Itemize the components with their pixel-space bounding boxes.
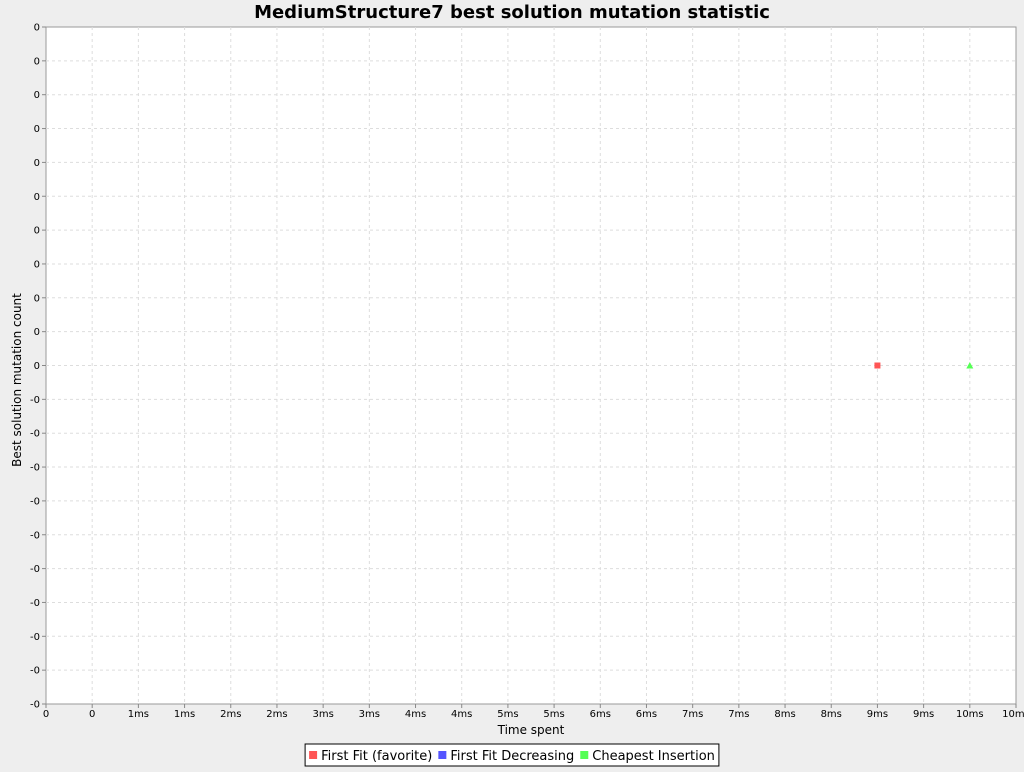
x-tick-label: 8ms: [821, 709, 842, 720]
x-axis-label: Time spent: [497, 723, 565, 737]
y-tick-label: -0: [30, 632, 40, 643]
y-tick-label: -0: [30, 395, 40, 406]
y-tick-label: 0: [34, 327, 40, 338]
y-tick-label: 0: [34, 361, 40, 372]
y-tick-label: -0: [30, 463, 40, 474]
data-point-series-2: [966, 362, 974, 369]
y-tick-label: -0: [30, 429, 40, 440]
legend-label: Cheapest Insertion: [592, 749, 715, 764]
y-tick-label: 0: [34, 226, 40, 237]
grid-lines: [46, 27, 1016, 704]
x-tick-label: 9ms: [913, 709, 934, 720]
y-tick-label: 0: [34, 23, 40, 34]
y-tick-label: -0: [30, 496, 40, 507]
x-tick-label: 7ms: [728, 709, 749, 720]
legend-swatch: [309, 751, 318, 759]
x-tick-label: 3ms: [312, 709, 333, 720]
x-tick-label: 2ms: [220, 709, 241, 720]
legend-swatch: [438, 751, 447, 759]
x-tick-label: 0: [89, 709, 95, 720]
chart-title: MediumStructure7 best solution mutation …: [254, 2, 770, 23]
y-axis-label: Best solution mutation count: [10, 293, 24, 467]
data-point-series-0: [874, 362, 881, 369]
x-tick-label: 0: [43, 709, 49, 720]
x-tick-label: 2ms: [266, 709, 287, 720]
x-tick-label: 1ms: [174, 709, 195, 720]
y-tick-label: -0: [30, 700, 40, 711]
x-tick-label: 9ms: [867, 709, 888, 720]
x-tick-label: 10ms: [956, 709, 984, 720]
y-tick-label: -0: [30, 530, 40, 541]
y-tick-label: 0: [34, 293, 40, 304]
y-tick-label: -0: [30, 666, 40, 677]
x-tick-label: 8ms: [774, 709, 795, 720]
x-tick-label: 3ms: [359, 709, 380, 720]
legend-label: First Fit (favorite): [321, 749, 432, 764]
x-tick-label: 4ms: [405, 709, 426, 720]
x-tick-label: 10ms: [1002, 709, 1024, 720]
legend-items: First Fit (favorite) First Fit Decreasing…: [309, 749, 715, 764]
y-tick-label: -0: [30, 564, 40, 575]
x-tick-label: 6ms: [636, 709, 657, 720]
x-tick-label: 6ms: [590, 709, 611, 720]
y-tick-label: 0: [34, 90, 40, 101]
x-tick-label: 1ms: [128, 709, 149, 720]
x-tick-label: 5ms: [543, 709, 564, 720]
legend-swatch: [580, 751, 589, 759]
y-tick-label: 0: [34, 192, 40, 203]
data-points: [874, 362, 974, 369]
y-tick-label: 0: [34, 259, 40, 270]
plot-area: [45, 26, 1017, 705]
x-tick-label: 5ms: [497, 709, 518, 720]
x-axis-ticks: 0 0 1ms 1ms 2ms 2ms 3ms 3ms 4ms 4ms 5ms 5ms 6ms 6ms 7m…: [43, 704, 1024, 720]
y-tick-label: 0: [34, 124, 40, 135]
y-tick-label: 0: [34, 158, 40, 169]
legend: First Fit (favorite) First Fit Decreasing…: [304, 743, 720, 767]
legend-label: First Fit Decreasing: [450, 749, 574, 764]
y-axis-ticks: 0 0 0 0 0 0 0 0 0 0 0 -0 -0 -0 -0 -0 -0 -0 -0 -0 -0: [30, 23, 46, 711]
legend-box: [304, 743, 720, 767]
y-tick-label: 0: [34, 56, 40, 67]
x-tick-label: 4ms: [451, 709, 472, 720]
y-tick-label: -0: [30, 598, 40, 609]
x-tick-label: 7ms: [682, 709, 703, 720]
